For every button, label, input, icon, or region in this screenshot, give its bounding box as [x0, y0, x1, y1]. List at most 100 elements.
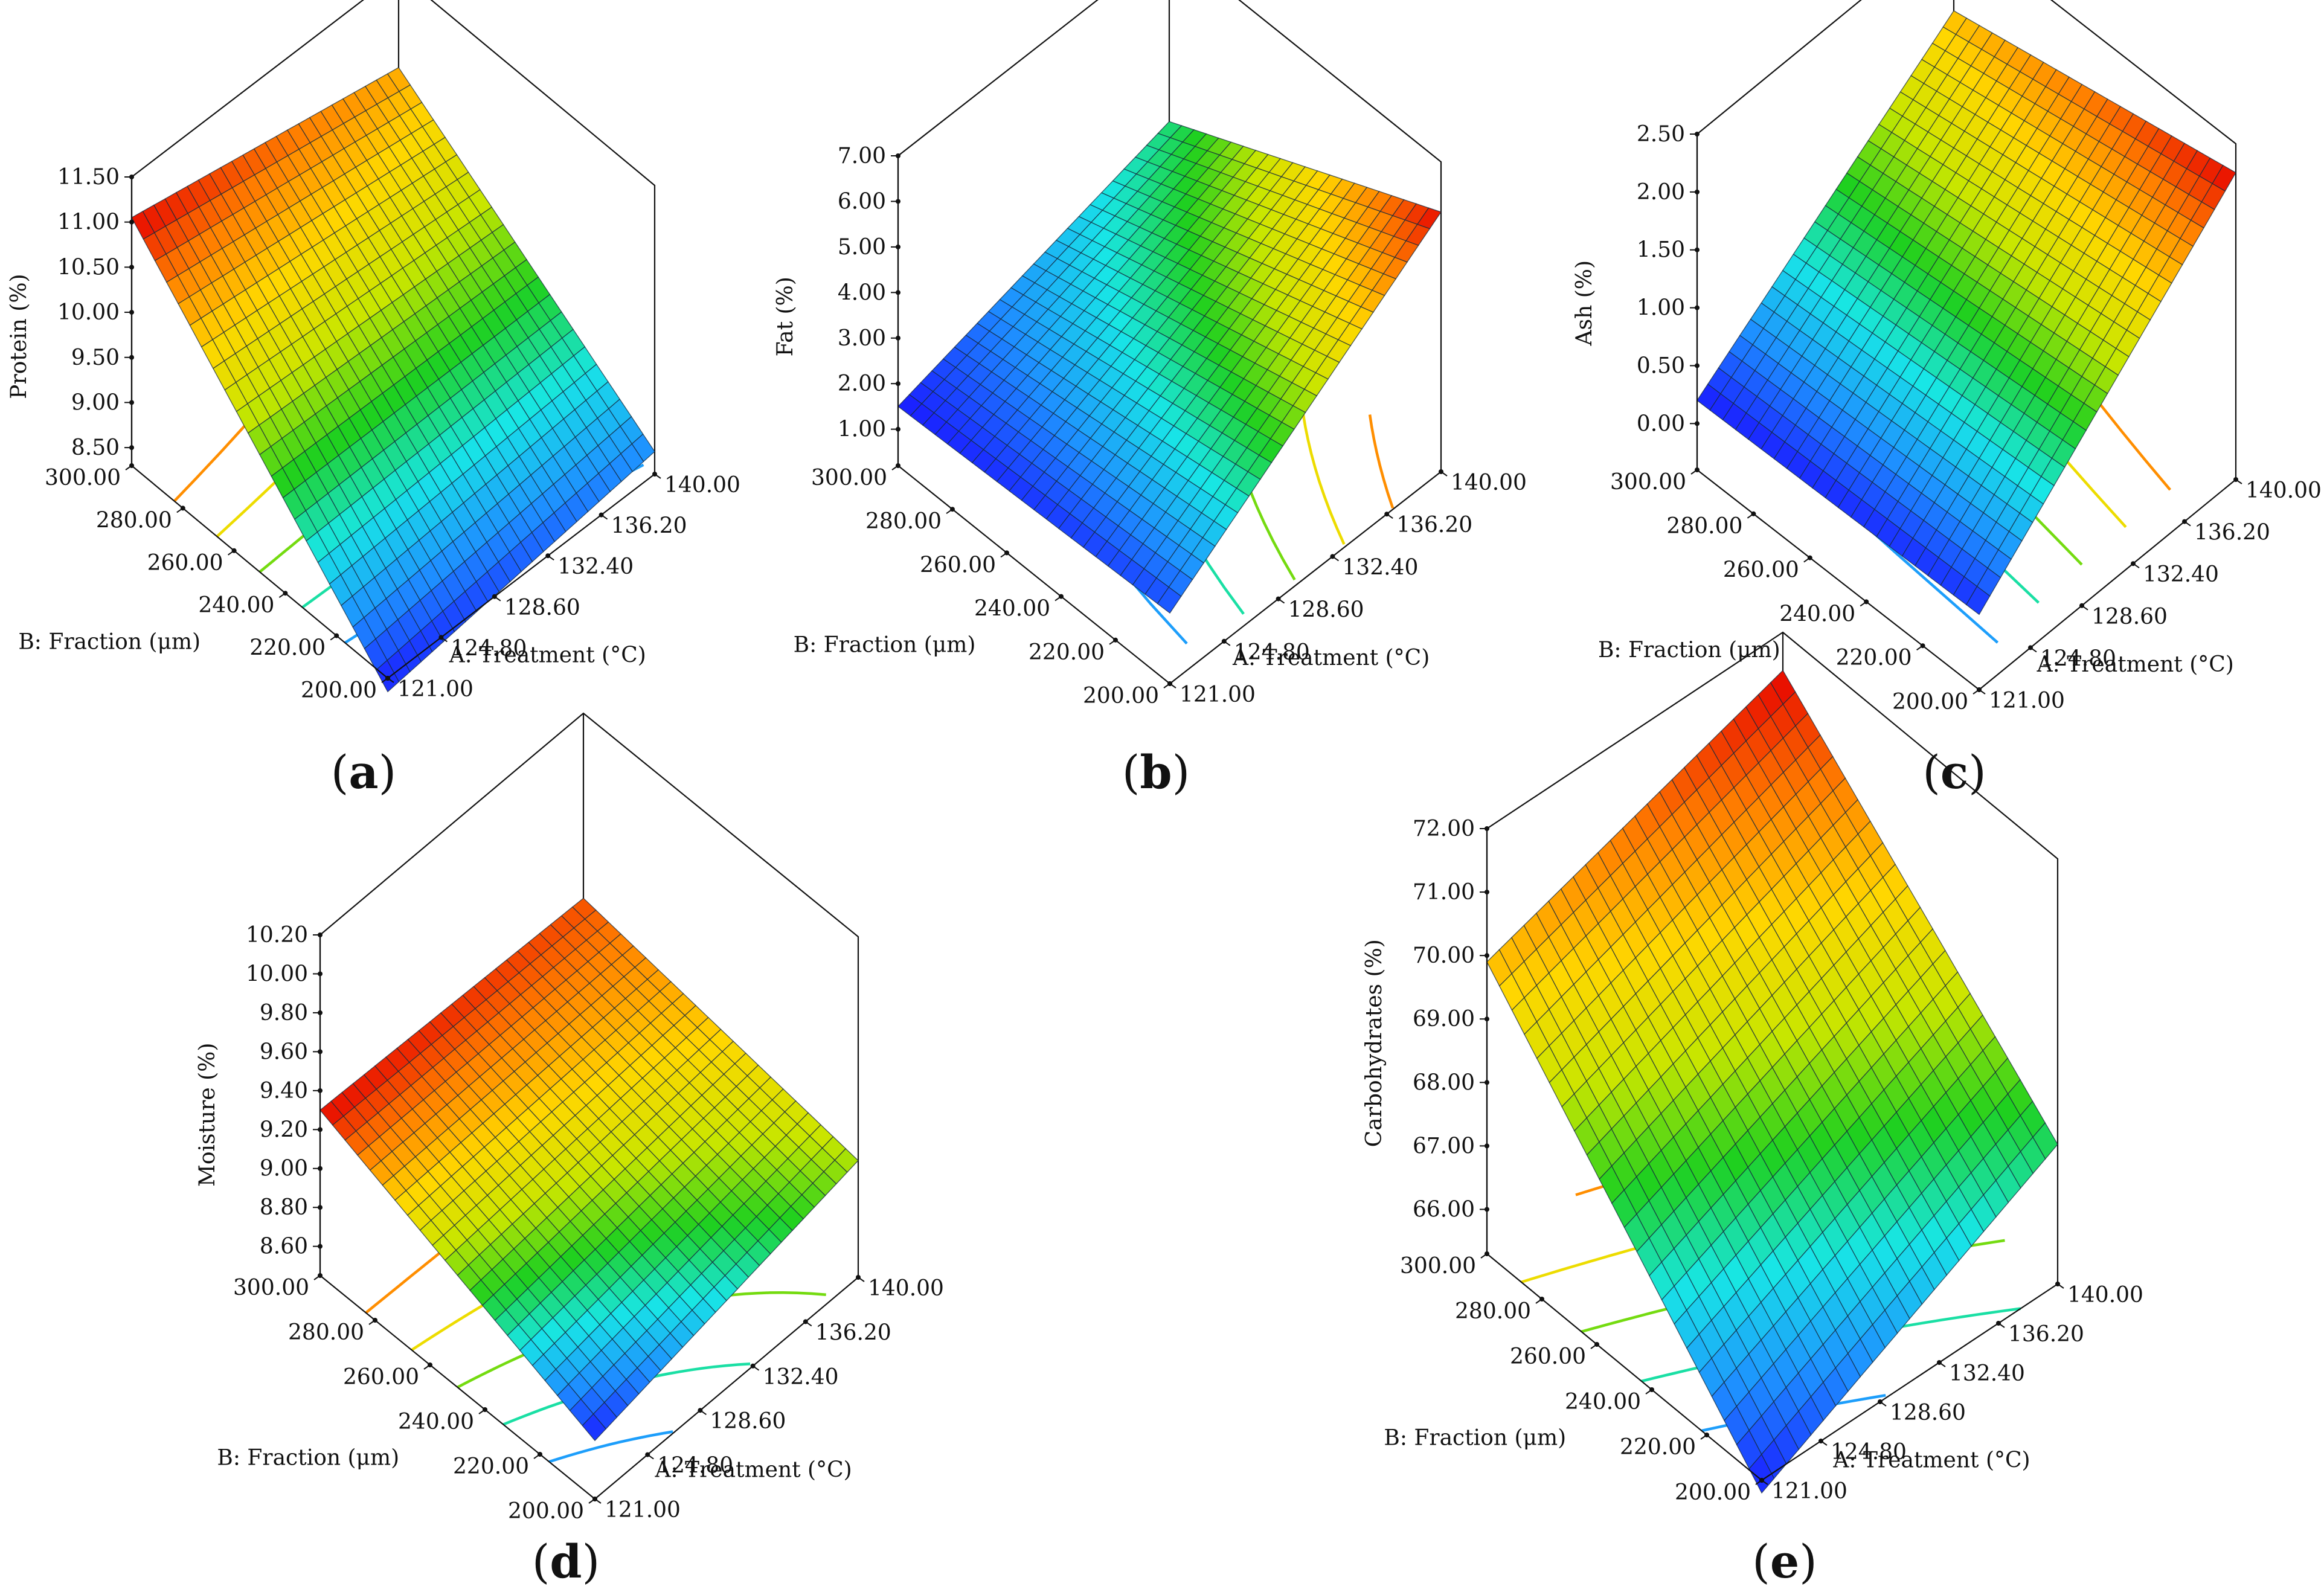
chart-panel-a: 121.00 124.80 128.60 132.40 136.20 140.00 200.… — [7, 0, 740, 799]
x-tick-label: 132.40 — [1949, 1361, 2025, 1386]
z-tick-label: 11.00 — [57, 210, 120, 235]
x-tick — [2030, 647, 2037, 653]
x-tick — [1998, 1323, 2005, 1328]
contour-line — [548, 1430, 673, 1463]
y-tick-label: 280.00 — [865, 509, 942, 534]
x-tick — [1278, 598, 1285, 604]
x-tick — [1820, 1440, 1828, 1446]
y-tick-label: 280.00 — [96, 508, 172, 533]
chart-panel-c: 121.00 124.80 128.60 132.40 136.20 140.00 200.… — [1572, 0, 2322, 799]
y-tick — [1535, 1298, 1542, 1304]
y-tick — [1973, 689, 1980, 695]
x-tick — [547, 555, 554, 561]
y-axis-line — [1696, 469, 1980, 690]
x-tick — [2184, 521, 2191, 527]
x-axis-line — [1979, 479, 2236, 690]
y-axis-line — [319, 1275, 595, 1500]
x-axis-title: A: Treatment (°C) — [654, 1458, 852, 1483]
response-surface-b — [897, 121, 1442, 614]
z-tick-label: 67.00 — [1413, 1134, 1475, 1158]
y-tick-label: 220.00 — [1836, 646, 1912, 670]
axis-titles-d: A: Treatment (°C) B: Fraction (μm) Moistur… — [195, 1043, 852, 1483]
response-surface-d — [319, 897, 859, 1442]
y-tick — [1590, 1344, 1597, 1349]
z-tick-label: 1.00 — [838, 417, 886, 442]
z-tick-label: 2.50 — [1637, 122, 1685, 147]
y-tick — [176, 507, 184, 513]
panel-label-a: (a) — [331, 745, 397, 799]
y-axis-title: B: Fraction (μm) — [1384, 1425, 1566, 1450]
y-tick-label: 300.00 — [1610, 470, 1686, 495]
y-tick — [330, 635, 337, 641]
surface-plot-d: 121.00 124.80 128.60 132.40 136.20 140.00 200.… — [195, 712, 944, 1524]
response-surface-a — [131, 66, 655, 693]
z-axis-title: Carbohydrates (%) — [1362, 939, 1387, 1147]
z-tick-label: 4.00 — [838, 280, 886, 305]
y-tick-label: 260.00 — [147, 551, 223, 576]
z-tick-label: 9.40 — [260, 1079, 308, 1103]
z-tick-label: 10.00 — [57, 300, 120, 325]
y-tick — [478, 1409, 486, 1414]
y-tick-label: 280.00 — [1455, 1299, 1531, 1324]
x-tick-label: 124.80 — [1831, 1440, 1907, 1465]
chart-panel-d: 121.00 124.80 128.60 132.40 136.20 140.00 200.… — [195, 712, 944, 1588]
y-tick — [891, 465, 899, 470]
y-tick — [1645, 1389, 1652, 1395]
x-tick-label: 128.60 — [504, 595, 580, 620]
y-axis-line — [131, 465, 388, 679]
z-tick-label: 7.00 — [838, 144, 886, 169]
x-tick — [1879, 1401, 1887, 1407]
y-tick — [533, 1454, 541, 1459]
z-tick-label: 9.20 — [260, 1117, 308, 1142]
x-tick-label: 132.40 — [763, 1365, 839, 1390]
x-tick-label: 136.20 — [815, 1320, 891, 1345]
x-axis-title: A: Treatment (°C) — [2037, 652, 2234, 677]
x-tick — [2235, 479, 2242, 484]
y-tick-label: 260.00 — [1510, 1344, 1586, 1369]
x-axis-line — [1169, 471, 1442, 684]
y-tick-label: 260.00 — [343, 1365, 419, 1390]
y-tick — [1000, 552, 1007, 558]
y-tick — [1755, 1480, 1762, 1485]
x-tick-label: 121.00 — [605, 1498, 681, 1523]
y-tick-label: 200.00 — [1083, 684, 1159, 708]
y-tick-label: 300.00 — [811, 466, 887, 490]
y-tick — [381, 678, 388, 683]
z-tick-label: 1.00 — [1637, 296, 1685, 321]
y-tick-label: 200.00 — [301, 678, 377, 703]
x-tick-label: 132.40 — [1342, 555, 1418, 580]
surface-plot-b: 121.00 124.80 128.60 132.40 136.20 140.00 200.… — [773, 0, 1527, 708]
z-tick-label: 11.50 — [57, 165, 120, 190]
z-tick-label: 2.00 — [1637, 180, 1685, 205]
y-tick-label: 220.00 — [1029, 640, 1105, 665]
x-tick-label: 121.00 — [397, 677, 473, 702]
x-tick-label: 121.00 — [1180, 682, 1256, 707]
x-tick-label: 140.00 — [1451, 470, 1527, 495]
chart-panel-e: 121.00 124.80 128.60 132.40 136.20 140.00 200.… — [1362, 631, 2143, 1588]
x-tick — [601, 514, 608, 520]
z-tick-label: 10.50 — [57, 255, 120, 280]
response-surface-c — [1696, 10, 2236, 615]
panel-label-e: (e) — [1752, 1535, 1817, 1588]
y-tick — [1054, 595, 1062, 602]
z-tick-label: 9.80 — [260, 1001, 308, 1025]
x-tick — [805, 1321, 812, 1327]
y-tick-label: 220.00 — [453, 1454, 529, 1479]
y-tick-label: 240.00 — [1779, 602, 1855, 626]
z-tick-label: 66.00 — [1413, 1197, 1475, 1222]
x-tick — [2133, 563, 2140, 569]
x-tick-label: 140.00 — [2245, 478, 2322, 503]
x-tick-label: 140.00 — [2067, 1283, 2143, 1308]
x-tick-label: 128.60 — [1890, 1401, 1966, 1425]
x-tick-label: 124.80 — [451, 636, 527, 661]
x-tick — [699, 1410, 707, 1416]
z-tick-label: 8.60 — [260, 1234, 308, 1259]
x-tick — [647, 1454, 654, 1460]
z-tick-label: 10.00 — [246, 961, 308, 986]
y-tick-label: 200.00 — [1892, 690, 1968, 714]
z-tick-label: 9.60 — [260, 1039, 308, 1064]
y-tick-label: 240.00 — [398, 1410, 474, 1434]
surface-cell — [1748, 1454, 1775, 1494]
z-tick-label: 2.00 — [838, 371, 886, 396]
